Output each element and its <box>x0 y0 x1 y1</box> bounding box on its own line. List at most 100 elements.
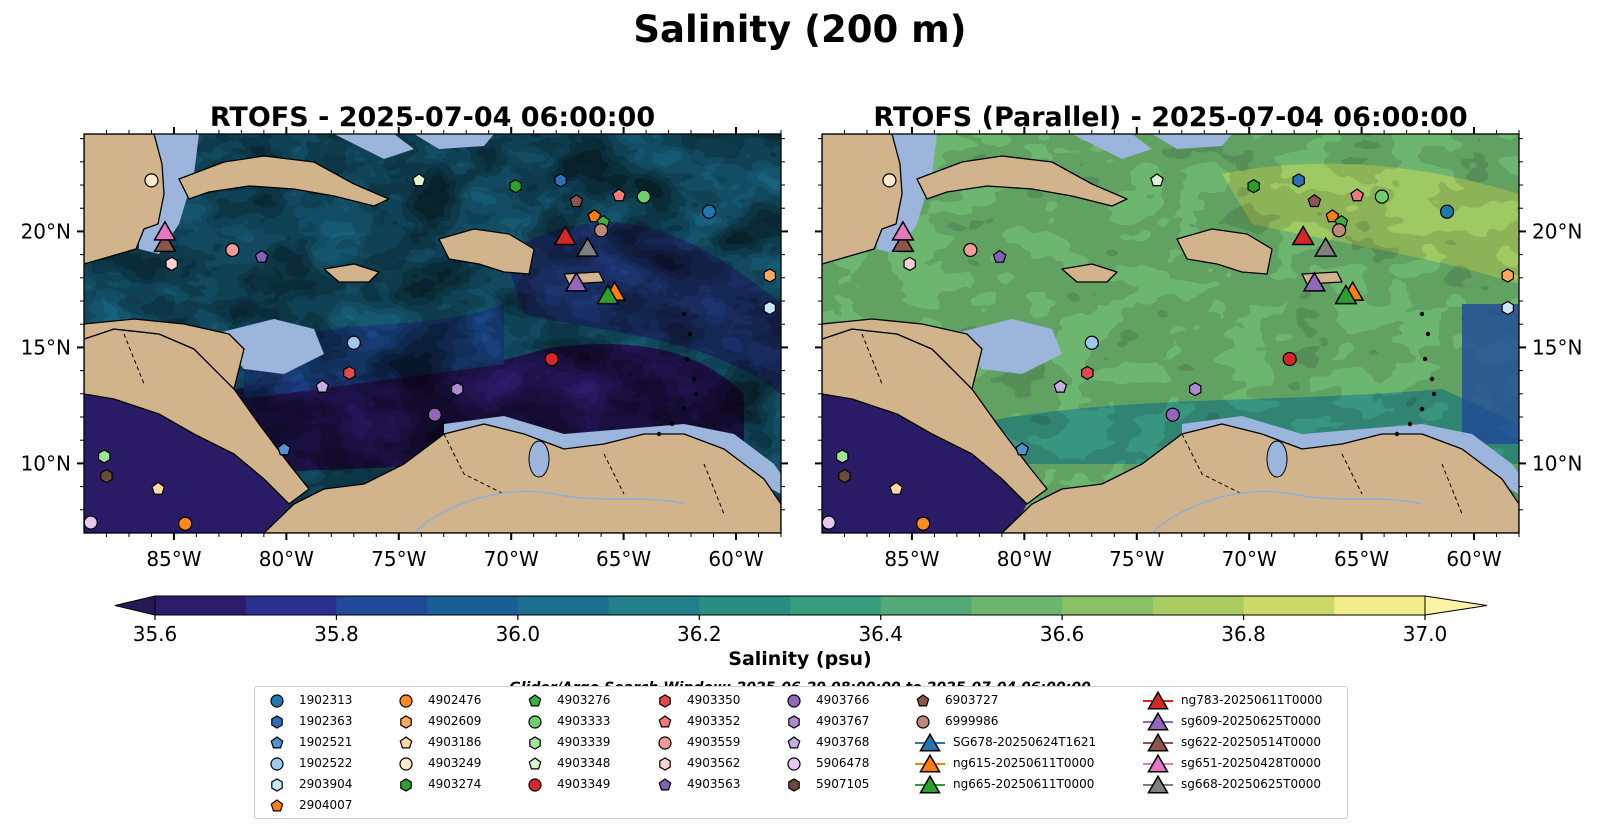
marker-6999986 <box>1332 223 1347 238</box>
land-mass <box>84 134 165 265</box>
map-frame <box>83 133 782 534</box>
colorbar-segment <box>1152 596 1245 615</box>
marker-4903562 <box>903 256 916 272</box>
continental-shelf <box>334 134 414 159</box>
legend-marker-icon <box>270 757 284 771</box>
island <box>691 376 697 382</box>
marker-6903727 <box>1307 194 1322 208</box>
lon-tick-label: 65°W <box>1334 547 1389 571</box>
legend-marker-icon <box>399 736 413 749</box>
colorbar-segment <box>971 596 1063 615</box>
lon-tick-label: 60°W <box>1446 547 1501 571</box>
lon-tick-label: 80°W <box>259 547 314 571</box>
island <box>1431 391 1437 397</box>
legend-marker <box>528 757 542 770</box>
legend-marker-icon <box>915 733 945 752</box>
marker-4903186 <box>889 481 904 495</box>
legend-marker <box>400 715 412 729</box>
marker-ng783-20250611t0000 <box>1291 224 1315 246</box>
legend-marker <box>270 799 284 812</box>
island <box>684 356 690 362</box>
legend-label: 1902363 <box>299 714 353 728</box>
marker-4903350 <box>1081 365 1094 381</box>
colorbar-segment <box>880 596 972 615</box>
river <box>1151 490 1423 533</box>
legend-label: 4903339 <box>557 735 611 749</box>
legend-marker-icon <box>916 694 930 707</box>
marker-4902476 <box>916 516 931 531</box>
legend-marker <box>788 715 800 729</box>
legend-marker <box>788 778 800 792</box>
legend-label: 4903350 <box>687 693 741 707</box>
legend-marker <box>787 757 801 771</box>
marker-sg622-20250514t0000 <box>891 231 915 253</box>
legend-marker-icon <box>270 694 284 708</box>
panel-title: RTOFS - 2025-07-04 06:00:00 <box>210 102 655 133</box>
marker-2903904 <box>1501 300 1514 316</box>
marker-6999986 <box>594 223 609 238</box>
mid-salinity-region <box>1462 304 1519 444</box>
land-mass <box>263 423 781 533</box>
legend-marker <box>1147 712 1169 731</box>
legend-marker-icon <box>787 757 801 771</box>
legend-marker <box>399 736 413 749</box>
marker-4903767 <box>451 381 464 397</box>
colorbar-segment <box>790 596 882 615</box>
legend-marker <box>399 694 413 708</box>
marker-sg668-20250625t0000 <box>1313 236 1338 257</box>
marker-4902476 <box>178 516 193 531</box>
country-border <box>123 333 725 515</box>
marker-4903339 <box>98 449 111 464</box>
pacific-ocean <box>822 394 1027 533</box>
marker-4903349 <box>1282 351 1297 367</box>
marker-4903768 <box>315 379 330 393</box>
colorbar-tick-label: 35.6 <box>133 622 178 646</box>
legend-marker-icon <box>271 715 283 729</box>
lon-tick-label: 75°W <box>371 547 426 571</box>
legend-label: 4903563 <box>687 777 741 791</box>
legend-marker-icon <box>788 778 800 792</box>
colorbar-segment <box>336 596 428 615</box>
legend-marker <box>1147 775 1169 794</box>
legend-label: 4903348 <box>557 756 611 770</box>
legend-marker-icon <box>528 715 542 729</box>
legend-marker <box>916 715 930 729</box>
marker-1902363 <box>1292 173 1305 188</box>
marker-5907105 <box>838 468 851 484</box>
legend-marker <box>658 715 672 728</box>
legend-marker <box>919 775 941 794</box>
marker-1902522 <box>346 335 361 350</box>
lon-tick-label: 75°W <box>1109 547 1164 571</box>
marker-4903766 <box>427 407 442 422</box>
marker-4903249 <box>882 173 897 188</box>
marker-4903768 <box>1053 379 1068 393</box>
legend-marker-icon <box>399 757 413 771</box>
legend-marker-icon <box>659 757 671 771</box>
legend-label: 4903766 <box>816 693 870 707</box>
marker-4903766 <box>1165 407 1180 422</box>
marker-1902522 <box>1084 335 1099 350</box>
legend-marker <box>787 694 801 708</box>
legend-label: ng615-20250611T0000 <box>953 756 1095 770</box>
land-mass <box>563 271 605 285</box>
marker-2904007 <box>1325 209 1340 223</box>
colorbar-label: Salinity (psu) <box>728 648 871 670</box>
marker-ng783-20250611t0000 <box>553 224 577 246</box>
legend-label: 4903768 <box>816 735 870 749</box>
marker-4903333 <box>1374 189 1389 204</box>
lon-tick-label: 65°W <box>596 547 651 571</box>
legend-label: 4903562 <box>687 756 741 770</box>
legend-label: 4903349 <box>557 777 611 791</box>
legend-marker-icon <box>788 715 800 729</box>
marker-5907105 <box>100 468 113 484</box>
legend-marker-icon <box>528 694 542 707</box>
lon-tick-label: 70°W <box>484 547 539 571</box>
legend-marker-icon <box>528 778 542 792</box>
legend-marker-icon <box>270 736 284 749</box>
legend-marker <box>271 778 283 792</box>
legend-marker <box>1147 733 1169 752</box>
legend-label: 5906478 <box>816 756 870 770</box>
legend-label: sg609-20250625T0000 <box>1181 714 1322 728</box>
colorbar-segment <box>1334 596 1426 615</box>
lat-tick-label: 15°N <box>1532 335 1582 359</box>
